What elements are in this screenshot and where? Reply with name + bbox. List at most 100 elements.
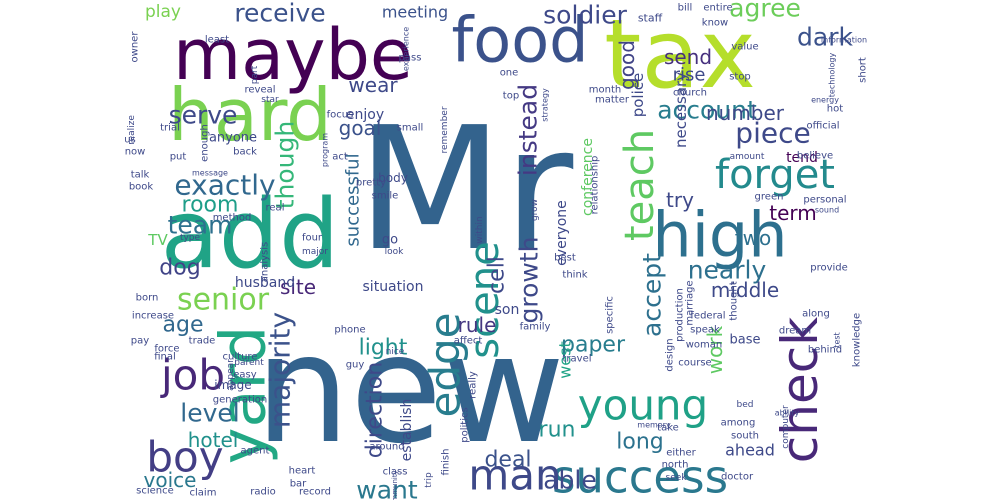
word-sound: sound [815, 206, 839, 215]
word-heart: heart [289, 466, 316, 477]
word-major: major [302, 247, 328, 257]
word-guy: guy [346, 360, 365, 371]
word-police: police [629, 73, 647, 118]
word-ahead: ahead [725, 441, 775, 460]
word-young: young [578, 381, 708, 430]
word-food: food [451, 4, 588, 77]
word-best: best [554, 253, 576, 264]
word-trade: trade [189, 336, 216, 347]
word-want: want [356, 476, 418, 500]
word-direction: direction [363, 362, 388, 458]
word-specific: specific [605, 296, 616, 334]
word-dream: dream [779, 326, 811, 337]
word-cloud: new Mr add tax maybe hard yard food high check suc… [125, 0, 875, 500]
word-voice: voice [144, 468, 197, 492]
word-trial: trial [160, 123, 180, 134]
word-piece: piece [735, 117, 810, 150]
word-owner: owner [130, 31, 141, 63]
word-necessary: necessary [672, 72, 690, 148]
word-short: short [858, 57, 869, 83]
word-age: age [163, 313, 204, 338]
word-test: test [833, 332, 842, 347]
word-amount: amount [730, 152, 765, 162]
word-seek: seek [666, 473, 688, 483]
word-yard: yard [207, 326, 280, 464]
word-official: official [807, 121, 840, 132]
word-west: west [556, 341, 575, 379]
word-real: real [266, 203, 285, 214]
word-number: number [706, 101, 785, 125]
word-hotel: hotel [188, 428, 239, 452]
word-relationship: relationship [590, 156, 601, 215]
word-receive: receive [234, 0, 325, 28]
word-finish: finish [441, 449, 452, 476]
word-agree: agree [729, 0, 801, 23]
word-good: good [615, 40, 639, 90]
word-tax: tax [604, 0, 756, 110]
word-act: act [332, 152, 348, 163]
word-easy: easy [233, 370, 256, 381]
word-go: go [382, 233, 398, 248]
word-matter: matter [595, 95, 630, 106]
word-four: four [302, 233, 323, 244]
word-think: think [562, 270, 587, 281]
word-parent: parent [234, 358, 264, 368]
word-bill: bill [678, 3, 693, 14]
word-green: green [755, 192, 784, 203]
word-knowledge: knowledge [852, 313, 863, 367]
word-entire: entire [703, 3, 732, 14]
word-book: book [129, 182, 154, 193]
word-tv: TV [147, 231, 168, 249]
word-remember: remember [440, 106, 450, 153]
word-back: back [233, 147, 257, 158]
word-exactly: exactly [174, 169, 275, 202]
word-type: type [180, 233, 201, 243]
word-new: new [255, 303, 565, 477]
word-job: job [160, 351, 225, 400]
word-one: one [500, 68, 519, 79]
word-federal: federal [690, 311, 725, 322]
word-either: either [666, 448, 696, 459]
word-everyone: everyone [554, 200, 570, 266]
word-base: base [730, 333, 761, 348]
word-accept: accept [638, 253, 667, 337]
word-marriage: marriage [685, 280, 696, 325]
word-look: look [385, 247, 405, 257]
word-really: really [468, 371, 479, 399]
word-method: method [213, 213, 252, 224]
word-politics: politics [460, 407, 471, 442]
word-deal: deal [484, 448, 531, 473]
word-send: send [664, 45, 712, 69]
word-team: team [168, 211, 233, 240]
word-light: light [359, 336, 408, 361]
word-travel: travel [562, 354, 591, 365]
word-personal: personal [803, 195, 846, 206]
word-level: level [180, 399, 239, 428]
word-high: high [652, 199, 787, 272]
word-realize: realize [127, 115, 137, 145]
word-account: account [657, 96, 757, 125]
word-ability: ability [775, 409, 800, 418]
word-increase: increase [132, 311, 174, 322]
word-long: long [616, 430, 663, 455]
word-soldier: soldier [543, 1, 627, 30]
word-middle: middle [711, 278, 779, 302]
word-nice: nice [386, 347, 405, 357]
word-staff: staff [638, 12, 663, 25]
word-around: around [369, 442, 404, 453]
word-us: us [125, 135, 136, 146]
word-term: term [769, 201, 817, 225]
word-edge: edge [421, 313, 470, 418]
word-trip: trip [424, 472, 434, 488]
word-check: check [771, 317, 829, 463]
word-memory: memory [637, 421, 671, 430]
word-production: production [675, 288, 686, 342]
word-smile: smile [372, 191, 399, 202]
word-anyone: anyone [209, 131, 257, 146]
word-information: information [821, 36, 867, 45]
word-science: science [136, 486, 174, 497]
word-take: take [657, 423, 679, 434]
word-enjoy: enjoy [346, 107, 384, 123]
